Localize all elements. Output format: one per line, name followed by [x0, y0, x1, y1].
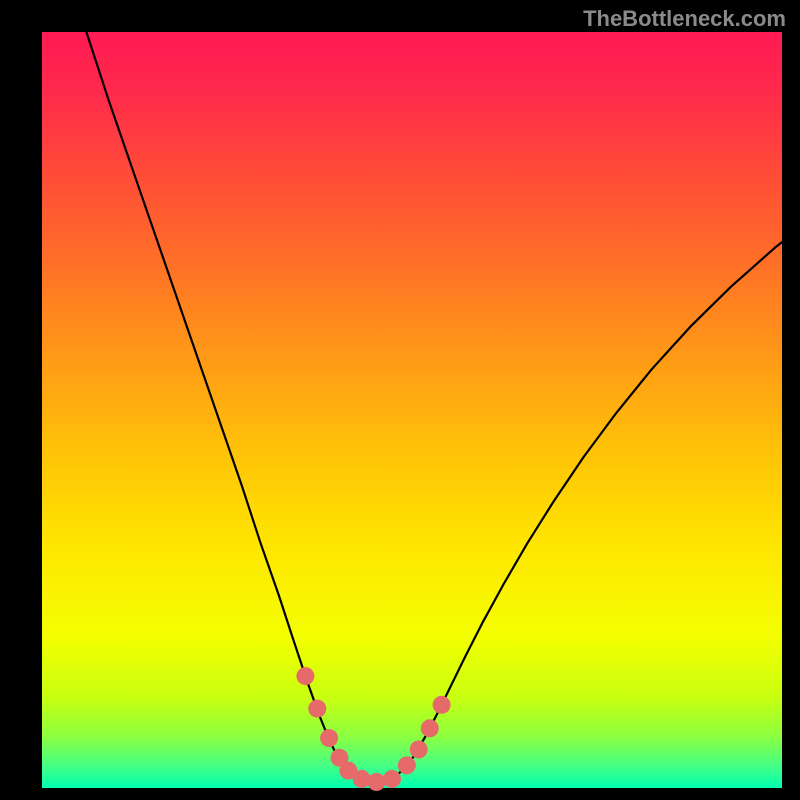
- highlight-dot: [367, 773, 385, 791]
- highlight-dot: [320, 729, 338, 747]
- highlight-dot: [296, 667, 314, 685]
- highlight-dot: [433, 696, 451, 714]
- highlight-dot: [383, 770, 401, 788]
- highlight-dot: [353, 770, 371, 788]
- highlight-dot: [410, 740, 428, 758]
- highlight-dot: [421, 719, 439, 737]
- highlight-dot: [308, 700, 326, 718]
- chart-svg: [0, 0, 800, 800]
- plot-background: [42, 32, 782, 788]
- highlight-dot: [398, 756, 416, 774]
